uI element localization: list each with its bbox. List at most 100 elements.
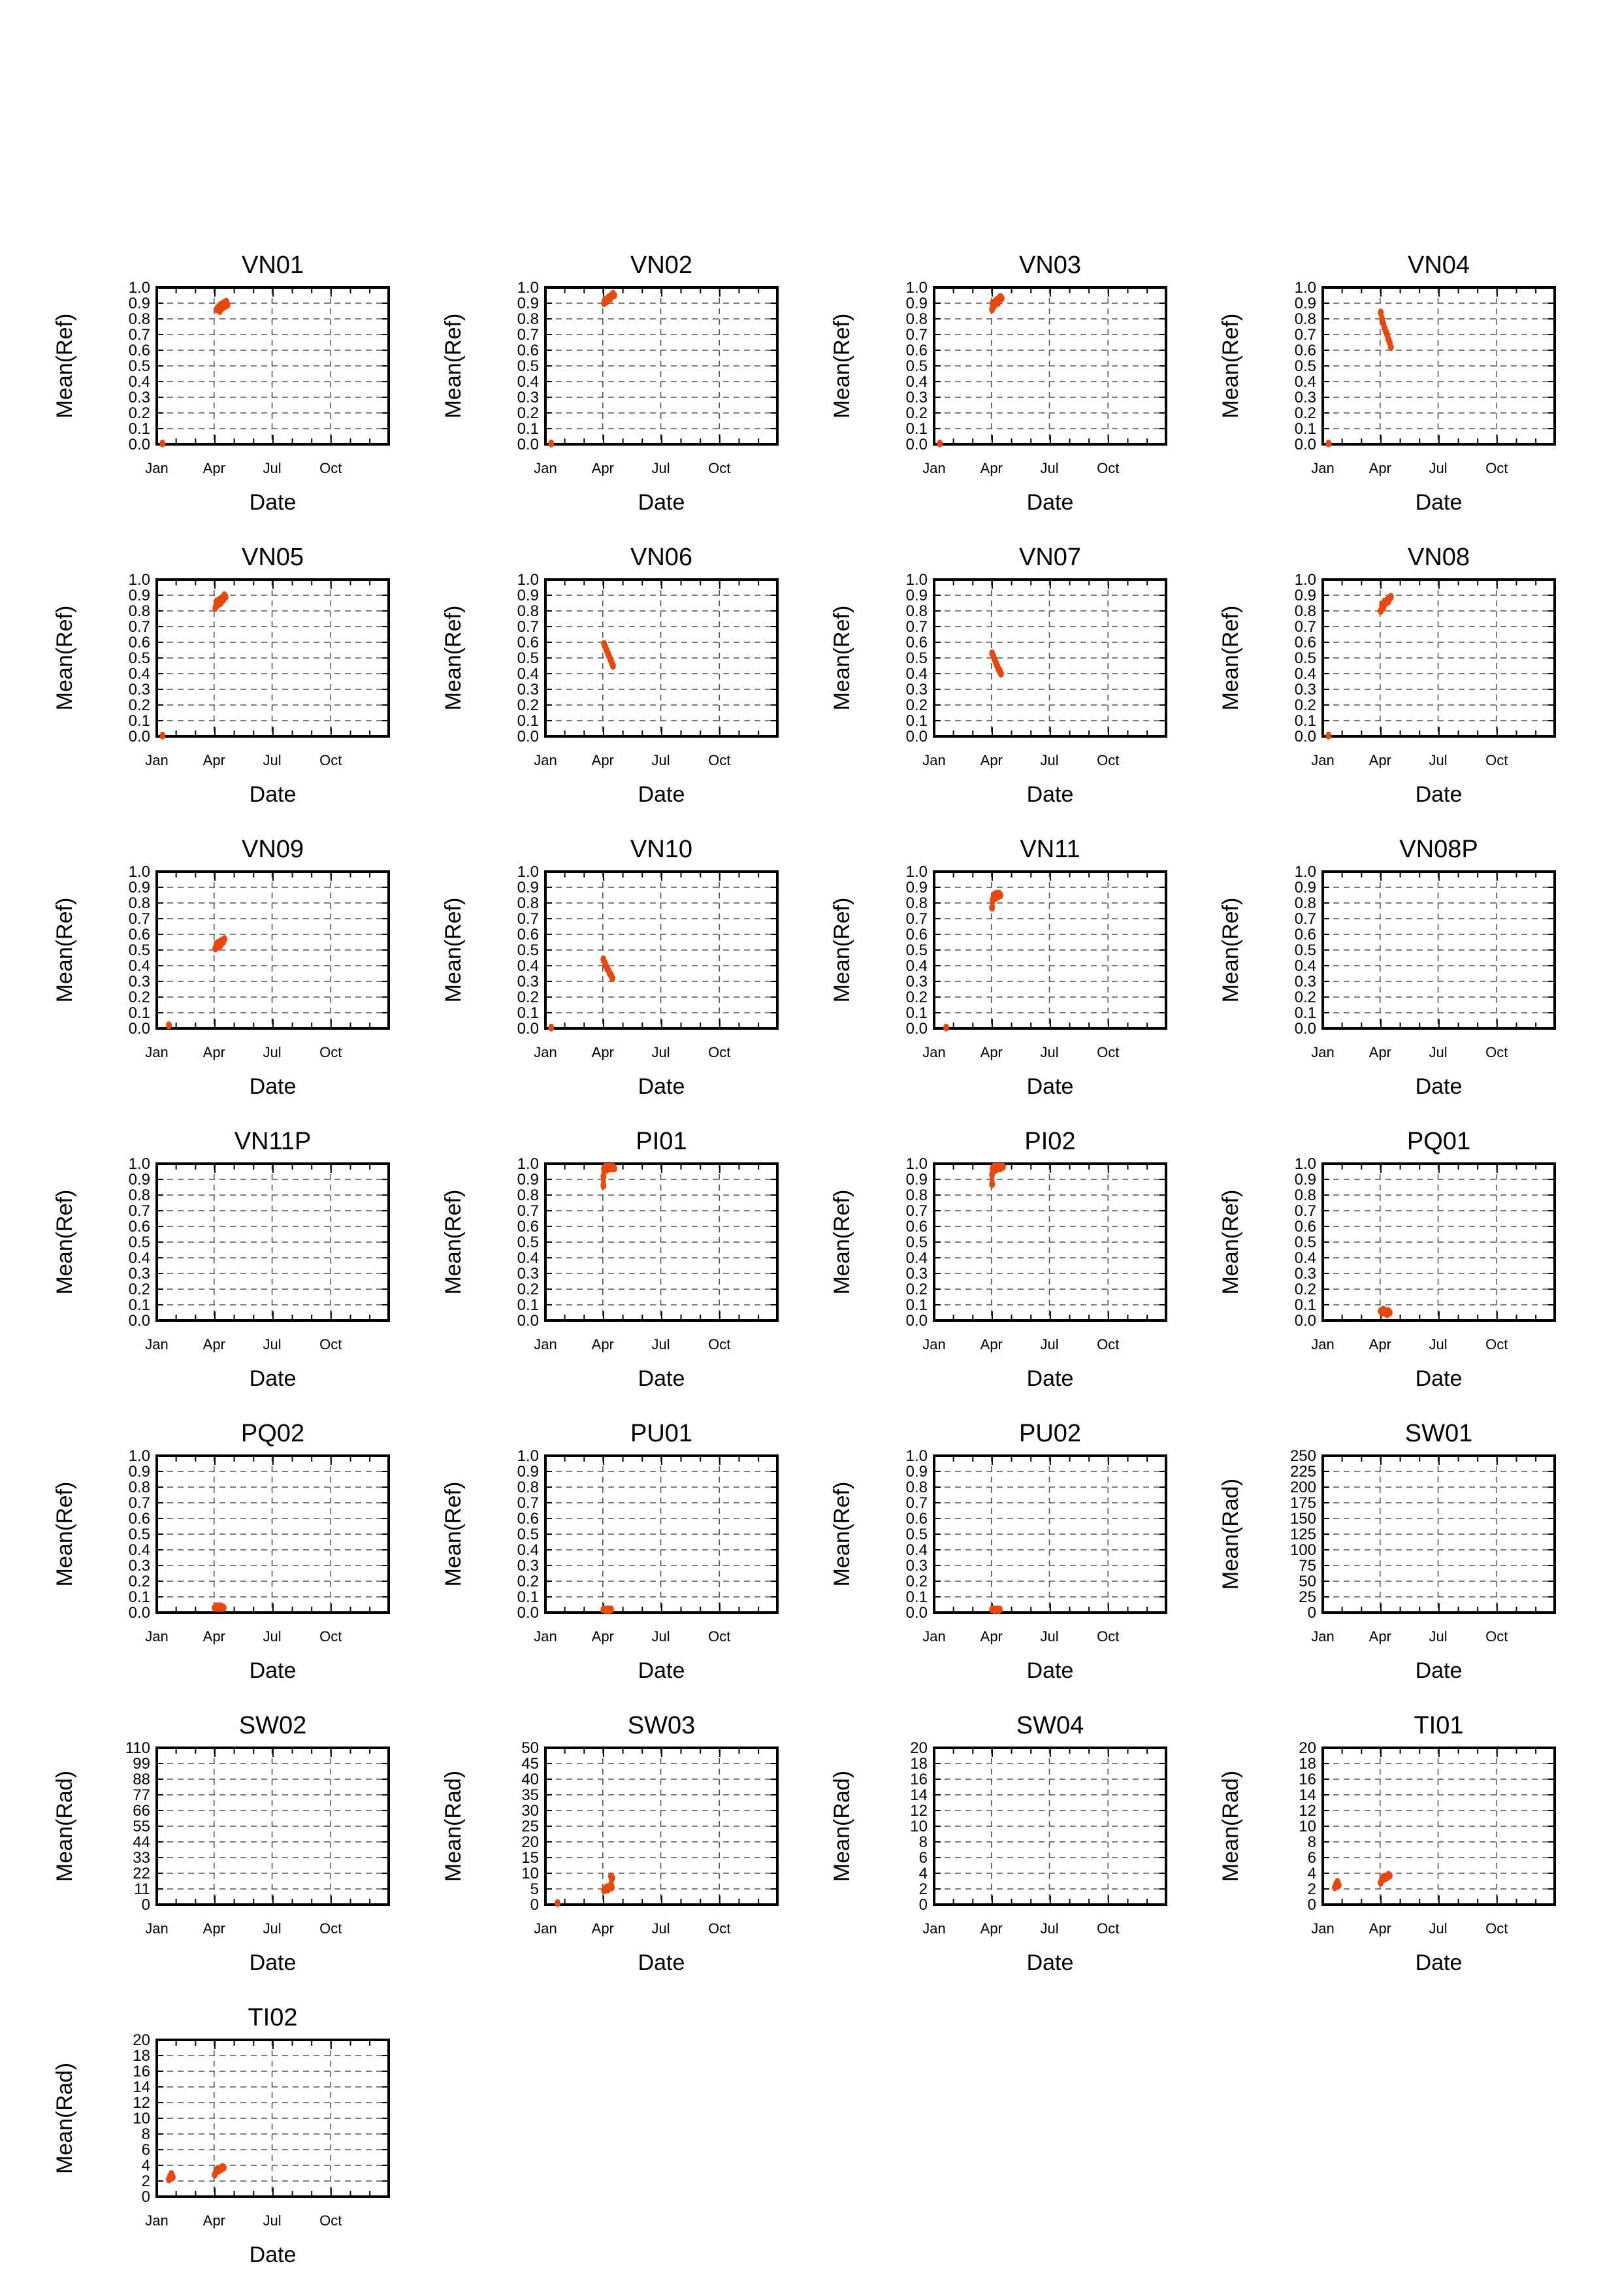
x-axis-label: Date xyxy=(1416,1366,1463,1391)
y-tick-label: 0.1 xyxy=(129,1296,150,1314)
y-tick-label: 0.6 xyxy=(129,634,150,651)
y-tick-label: 0.7 xyxy=(1295,910,1316,928)
y-tick-label: 0.6 xyxy=(517,926,539,943)
y-tick-label: 0.4 xyxy=(517,665,539,683)
data-point xyxy=(937,439,943,448)
x-tick-label: Apr xyxy=(203,1336,225,1353)
y-tick-label: 2 xyxy=(1308,1880,1316,1898)
y-tick-label: 66 xyxy=(133,1802,150,1820)
x-tick-label: Jan xyxy=(534,1628,557,1645)
plot-frame xyxy=(1321,1162,1556,1322)
chart-title: TI02 xyxy=(248,2004,297,2031)
x-tick-label: Jul xyxy=(1040,1920,1058,1937)
y-tick-label: 0.7 xyxy=(517,1494,539,1512)
x-tick-label: Jan xyxy=(922,1628,945,1645)
y-tick-label: 1.0 xyxy=(1295,863,1316,881)
y-tick-label: 8 xyxy=(1308,1833,1316,1851)
y-tick-label: 0.6 xyxy=(906,1510,928,1528)
y-tick-label: 0.4 xyxy=(906,665,928,683)
y-tick-label: 0.8 xyxy=(129,602,150,620)
y-tick-label: 44 xyxy=(133,1833,150,1851)
y-tick-label: 2 xyxy=(142,2173,150,2190)
y-axis-label: Mean(Ref) xyxy=(830,1190,854,1295)
y-tick-label: 0.7 xyxy=(517,326,539,344)
x-tick-label: Oct xyxy=(1097,1044,1119,1060)
chart-title: VN07 xyxy=(1019,544,1081,571)
y-axis-label: Mean(Rad) xyxy=(1218,1479,1243,1590)
data-series-line xyxy=(990,1164,1005,1187)
y-tick-label: 0.5 xyxy=(517,942,539,959)
y-axis-label: Mean(Ref) xyxy=(1218,314,1243,419)
y-tick-label: 200 xyxy=(1290,1479,1316,1496)
y-tick-label: 0.5 xyxy=(906,357,928,375)
y-tick-label: 8 xyxy=(142,2125,150,2143)
x-tick-label: Jan xyxy=(1311,752,1334,768)
x-tick-label: Jan xyxy=(1311,1336,1334,1353)
x-tick-label: Jan xyxy=(534,752,557,768)
y-tick-label: 0.3 xyxy=(129,973,150,991)
chart-title: VN10 xyxy=(630,836,692,863)
plot-frame xyxy=(155,1162,390,1322)
data-series-line xyxy=(1378,594,1393,614)
y-tick-label: 0.2 xyxy=(906,404,928,422)
y-tick-label: 0.8 xyxy=(129,310,150,328)
chart-title: VN01 xyxy=(242,252,304,279)
y-axis-label: Mean(Ref) xyxy=(52,1482,77,1587)
x-tick-label: Jul xyxy=(1429,1920,1447,1937)
y-tick-label: 0.9 xyxy=(129,879,150,896)
y-tick-label: 20 xyxy=(133,2031,150,2049)
y-tick-label: 0.5 xyxy=(129,357,150,375)
x-tick-label: Jan xyxy=(145,752,168,768)
y-tick-label: 0.3 xyxy=(1295,973,1316,991)
y-tick-label: 0.7 xyxy=(1295,326,1316,344)
x-tick-label: Apr xyxy=(592,460,614,476)
y-tick-label: 50 xyxy=(521,1739,539,1757)
plot-frame xyxy=(933,870,1167,1030)
y-tick-label: 0.8 xyxy=(517,894,539,912)
y-tick-label: 0.0 xyxy=(517,436,539,453)
x-tick-label: Jul xyxy=(263,460,281,476)
y-tick-label: 0.7 xyxy=(517,1202,539,1220)
y-tick-label: 0.0 xyxy=(129,1020,150,1038)
y-tick-label: 0.3 xyxy=(906,389,928,406)
chart-panel-pq02: 0.00.10.20.30.40.50.60.70.80.91.0 Jan Apr J… xyxy=(52,1420,390,1683)
y-tick-label: 0.1 xyxy=(517,420,539,438)
y-tick-label: 0.7 xyxy=(129,1494,150,1512)
x-tick-label: Apr xyxy=(592,1044,614,1060)
y-tick-label: 250 xyxy=(1290,1447,1316,1465)
x-tick-label: Apr xyxy=(1369,1628,1391,1645)
plot-frame xyxy=(155,286,390,446)
y-axis-label: Mean(Ref) xyxy=(830,1482,854,1587)
y-tick-label: 0.7 xyxy=(129,1202,150,1220)
x-tick-label: Apr xyxy=(203,2212,225,2229)
y-tick-label: 0.5 xyxy=(517,1526,539,1543)
y-tick-label: 0.4 xyxy=(906,373,928,391)
y-tick-label: 0.0 xyxy=(517,1604,539,1622)
y-tick-label: 0.9 xyxy=(1295,587,1316,604)
data-point xyxy=(1335,1881,1342,1889)
y-tick-label: 0 xyxy=(1308,1604,1316,1622)
x-tick-label: Jul xyxy=(1429,752,1447,768)
y-tick-label: 0.3 xyxy=(517,1557,539,1575)
x-tick-label: Apr xyxy=(1369,1044,1391,1060)
x-tick-label: Oct xyxy=(319,1044,342,1060)
y-tick-label: 0.5 xyxy=(906,942,928,959)
chart-title: VN11 xyxy=(1020,836,1080,863)
y-tick-label: 0.1 xyxy=(517,1296,539,1314)
y-tick-label: 0.6 xyxy=(517,1510,539,1528)
y-axis-label: Mean(Ref) xyxy=(52,314,77,419)
x-tick-label: Jul xyxy=(263,1628,281,1645)
chart-panel-vn09: 0.00.10.20.30.40.50.60.70.80.91.0 Jan Apr J… xyxy=(52,836,390,1099)
y-tick-label: 0.0 xyxy=(1295,1020,1316,1038)
x-axis-label: Date xyxy=(1416,1074,1463,1099)
y-axis-label: Mean(Ref) xyxy=(830,606,854,711)
x-tick-label: Apr xyxy=(592,752,614,768)
y-tick-label: 0.2 xyxy=(1295,1281,1316,1298)
y-axis-label: Mean(Rad) xyxy=(1218,1771,1243,1882)
y-tick-label: 0.7 xyxy=(906,1202,928,1220)
y-tick-label: 0.6 xyxy=(129,926,150,943)
x-axis-label: Date xyxy=(1027,490,1074,515)
